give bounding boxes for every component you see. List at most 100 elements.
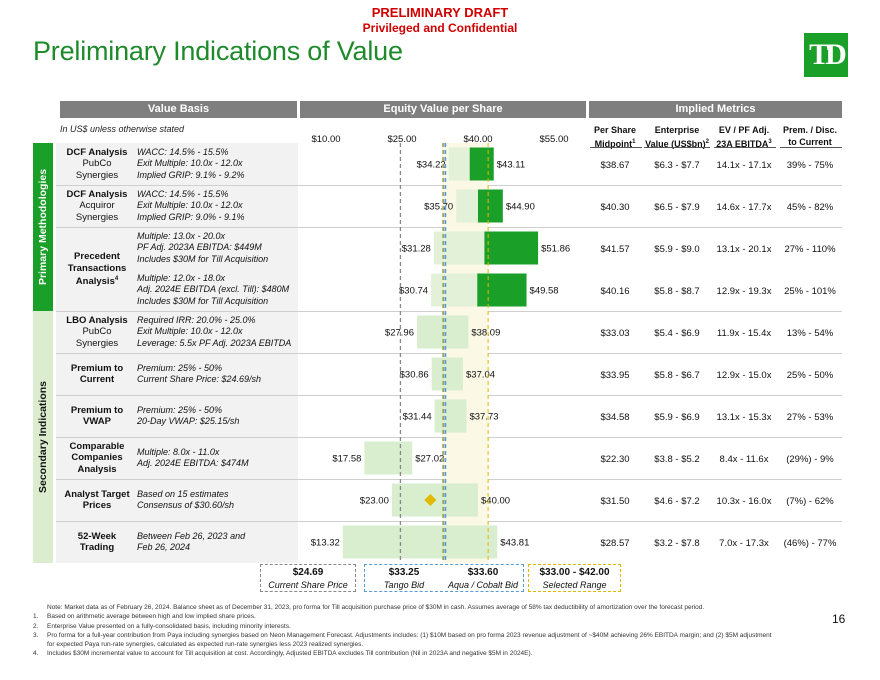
implied-metric-value: 7.0x - 17.3x bbox=[719, 538, 769, 549]
currency-note: In US$ unless otherwise stated bbox=[60, 124, 185, 134]
method-name-line: Premium to bbox=[70, 362, 124, 374]
row-method-name: Premium to VWAP bbox=[60, 405, 134, 428]
footnotes: Note: Market data as of February 26, 202… bbox=[33, 603, 823, 659]
range-bar bbox=[434, 399, 467, 433]
method-name-line: Precedent bbox=[74, 251, 120, 262]
implied-metric-value: 13.1x - 20.1x bbox=[716, 244, 772, 255]
method-name-line: Companies bbox=[71, 452, 123, 464]
assumption-line: Multiple: 12.0x - 18.0x bbox=[137, 272, 226, 283]
range-bar-low bbox=[433, 231, 485, 265]
implied-metric-value: $5.9 - $9.0 bbox=[654, 244, 700, 255]
range-bar-high bbox=[477, 273, 527, 307]
bar-low-label: $30.86 bbox=[400, 370, 429, 381]
method-name-line: PubCo bbox=[82, 326, 112, 338]
bar-low-label: $30.74 bbox=[399, 286, 428, 297]
bar-high-label: $44.90 bbox=[506, 202, 535, 213]
footnote-ref: 1 bbox=[632, 139, 636, 145]
implied-metric-value: 13.1x - 15.3x bbox=[716, 412, 772, 423]
selected-range-value: $33.00 - $42.00 bbox=[539, 567, 610, 578]
assumption-line: Adj. 2024E EBITDA: $474M bbox=[137, 458, 249, 468]
implied-metric-value: $40.16 bbox=[600, 286, 630, 297]
selected-range-caption: Selected Range bbox=[542, 580, 607, 590]
footnote-number: 4. bbox=[33, 650, 39, 658]
assumption-line: Current Share Price: $24.69/sh bbox=[137, 374, 262, 384]
implied-metric-value: 25% - 50% bbox=[786, 370, 834, 381]
axis-tick-label: $40.00 bbox=[463, 134, 493, 145]
assumption-line: Multiple: 8.0x - 11.0x bbox=[137, 446, 220, 457]
footnote-ref: 3 bbox=[768, 139, 772, 145]
footnote: 4. Includes $30M incremental value to acc… bbox=[33, 649, 823, 658]
range-bar-high bbox=[478, 189, 503, 223]
implied-metric-value: $5.8 - $8.7 bbox=[654, 286, 700, 297]
metric-header-line: Prem. / Disc. bbox=[782, 125, 838, 135]
tango-bid-caption: Tango Bid bbox=[383, 580, 425, 590]
method-name-line: Synergies bbox=[75, 337, 119, 349]
implied-metric-value: $38.67 bbox=[600, 160, 630, 171]
draft-banner-line1: PRELIMINARY DRAFT bbox=[371, 5, 509, 20]
method-name-line: Synergies bbox=[75, 169, 119, 181]
method-name-line: VWAP bbox=[83, 416, 111, 427]
assumption-line: Premium: 25% - 50% bbox=[137, 404, 223, 415]
metric-header-enterprise-value: Enterprise Value (US$bn)2 bbox=[642, 124, 712, 150]
bar-low-label: $17.58 bbox=[332, 454, 361, 465]
metric-header-per-share: Per Share Midpoint1 bbox=[588, 124, 642, 150]
page-title: Preliminary Indications of Value bbox=[33, 36, 403, 66]
assumption-line: WACC: 14.5% - 15.5% bbox=[137, 188, 229, 199]
footnote-text: Includes $30M incremental value to accou… bbox=[47, 650, 533, 658]
assumption-line: Consensus of $30.60/sh bbox=[137, 500, 235, 510]
current-share-price-caption: Current Share Price bbox=[268, 580, 348, 590]
footnote: 2. Enterprise Value presented on a fully-… bbox=[33, 622, 823, 631]
method-name-line: Acquiror bbox=[79, 200, 115, 212]
row-method-name: LBO Analysis PubCo Synergies bbox=[60, 315, 134, 350]
implied-metric-value: $6.3 - $7.7 bbox=[654, 160, 700, 171]
footnote: 1. Based on arithmetic average between hi… bbox=[33, 612, 823, 621]
method-name-line: Premium to bbox=[70, 404, 124, 416]
assumption-line: PF Adj. 2023A EBITDA: $449M bbox=[137, 242, 262, 253]
implied-metric-value: 12.9x - 15.0x bbox=[716, 370, 772, 381]
method-name-line: Synergies bbox=[75, 211, 119, 223]
bar-low-label: $34.22 bbox=[417, 160, 446, 171]
method-name-line: DCF Analysis bbox=[66, 188, 128, 200]
bar-high-label: $40.00 bbox=[481, 496, 510, 507]
assumption-line: Adj. 2024E EBITDA (excl. Till): $480M bbox=[137, 284, 290, 295]
assumption-line: Exit Multiple: 10.0x - 12.0x bbox=[137, 326, 243, 337]
header-implied-metrics: Implied Metrics bbox=[589, 101, 842, 118]
metric-header-line: Enterprise bbox=[654, 125, 700, 135]
implied-metric-value: $5.9 - $6.9 bbox=[654, 412, 700, 423]
metric-header-line: Value (US$bn) bbox=[645, 139, 706, 149]
row-method-name: DCF Analysis PubCo Synergies bbox=[60, 147, 134, 182]
implied-metric-value: $40.30 bbox=[600, 202, 630, 213]
implied-metric-value: 8.4x - 11.6x bbox=[719, 454, 769, 465]
aqua-cobalt-bid-value: $33.60 bbox=[467, 567, 499, 578]
axis-tick-label: $55.00 bbox=[539, 134, 569, 145]
implied-metric-value: $33.03 bbox=[600, 328, 630, 339]
secondary-indications-tag: Secondary Indications bbox=[33, 311, 53, 563]
footnote-text: Pro forma for a full-year contribution f… bbox=[47, 631, 772, 639]
footnote-ref: 4 bbox=[114, 276, 119, 282]
divider bbox=[714, 147, 776, 148]
row-method-name: Precedent Transactions Analysis4 bbox=[60, 251, 134, 288]
row-assumptions: Required IRR: 20.0% - 25.0% Exit Multiple… bbox=[137, 315, 291, 350]
metric-header-line: 23A EBITDA bbox=[716, 139, 769, 149]
row-method-name: Analyst Target Prices bbox=[60, 489, 134, 512]
assumption-line: Includes $30M for Till Acquisition bbox=[137, 253, 269, 264]
row-assumptions: Based on 15 estimates Consensus of $30.60… bbox=[137, 489, 234, 512]
divider bbox=[590, 147, 642, 148]
row-assumptions: Multiple: 13.0x - 20.0x PF Adj. 2023A EBI… bbox=[137, 231, 268, 266]
row-assumptions: Premium: 25% - 50% Current Share Price: $… bbox=[137, 363, 261, 386]
row-method-name: Comparable Companies Analysis bbox=[60, 441, 134, 476]
range-bar bbox=[431, 357, 464, 391]
footnote-number: 3. bbox=[33, 631, 39, 639]
implied-metric-value: 10.3x - 16.0x bbox=[716, 496, 772, 507]
method-name-line: Current bbox=[79, 374, 115, 385]
row-assumptions: WACC: 14.5% - 15.5% Exit Multiple: 10.0x … bbox=[137, 147, 245, 182]
header-equity-value: Equity Value per Share bbox=[300, 101, 586, 118]
assumption-line: Exit Multiple: 10.0x - 12.0x bbox=[137, 158, 243, 169]
bar-low-label: $23.00 bbox=[360, 496, 389, 507]
method-name-line: Trading bbox=[79, 542, 115, 553]
aqua-cobalt-bid-caption: Aqua / Cobalt Bid bbox=[447, 580, 519, 590]
divider bbox=[780, 147, 842, 148]
method-name-line: Analysis4 bbox=[75, 276, 119, 288]
row-method-name: DCF Analysis Acquiror Synergies bbox=[60, 189, 134, 224]
row-assumptions: WACC: 14.5% - 15.5% Exit Multiple: 10.0x … bbox=[137, 189, 245, 224]
